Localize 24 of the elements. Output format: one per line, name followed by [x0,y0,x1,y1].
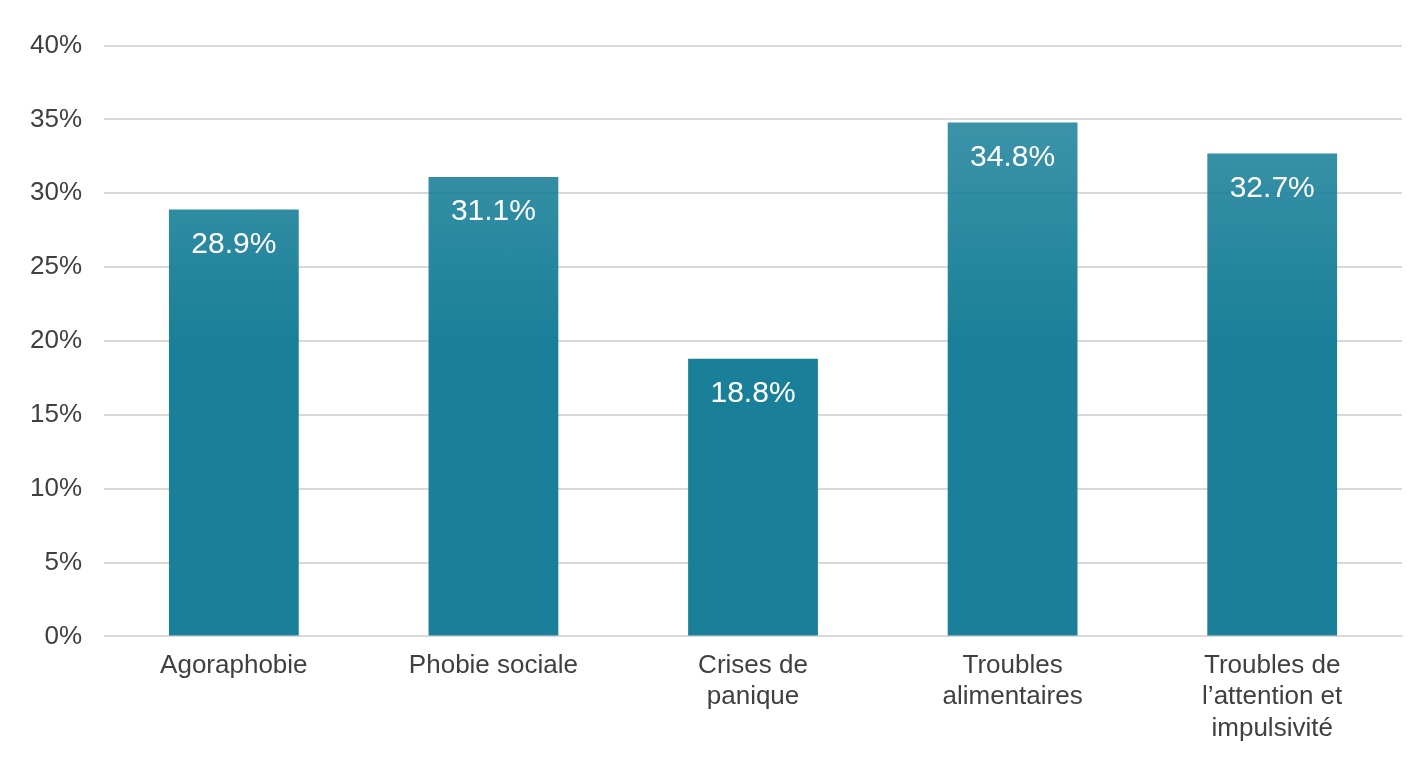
y-tick-label: 30% [29,176,83,207]
bar [1207,153,1338,636]
y-tick-label: 35% [29,102,83,133]
y-tick-label: 5% [44,545,83,576]
bar [947,122,1078,636]
y-tick-label: 25% [29,250,83,281]
data-label: 32.7% [1229,169,1315,203]
bar [428,177,559,636]
y-tick-label: 15% [29,398,83,429]
data-label: 18.8% [710,374,796,408]
x-tick-label: Agoraphobie [160,649,308,680]
bar [168,209,299,636]
data-label: 34.8% [970,138,1056,172]
x-tick-label: Crises de panique [698,649,808,711]
x-tick-label: Troubles alimentaires [942,649,1083,711]
y-tick-label: 10% [29,471,83,502]
bar [688,358,818,636]
y-tick-label: 40% [29,28,83,59]
y-tick-label: 0% [44,619,83,650]
y-tick-label: 20% [29,324,83,355]
x-tick-label: Phobie sociale [408,649,578,680]
x-tick-label: Troubles de l’attention et impulsivité [1202,649,1344,742]
data-label: 31.1% [450,193,536,227]
data-label: 28.9% [191,225,277,259]
